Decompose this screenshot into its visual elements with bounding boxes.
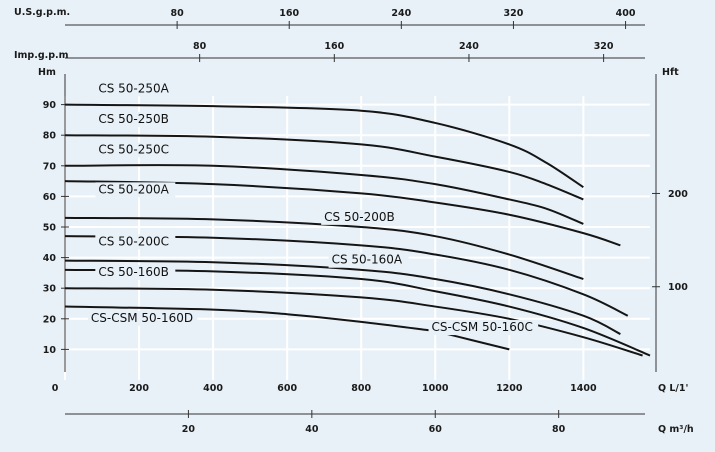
top-axis-label: Imp.g.p.m: [14, 50, 69, 61]
x-tick-label: 800: [351, 383, 371, 394]
grid: [64, 74, 650, 380]
curve-label-bg: [95, 264, 176, 280]
right-tick-label: 200: [668, 189, 688, 200]
curve-cs-csm-50-160d: [64, 305, 436, 333]
top-tick-label: 240: [459, 41, 479, 52]
y-tick-label: 50: [43, 223, 57, 234]
curve-label: CS 50-200B: [324, 210, 395, 224]
top-tick-label: 160: [324, 41, 344, 52]
curve-label-bg: [95, 182, 176, 198]
bottom-tick-label: 40: [305, 424, 319, 435]
right-tick-label: 100: [668, 282, 688, 293]
curve-cs-csm-50-160c: [64, 287, 643, 357]
bottom-tick-label: 60: [429, 424, 443, 435]
curve-labels: CS 50-250A CS 50-250B CS 50-250C CS 50-200A…: [87, 81, 539, 336]
performance-curves: [64, 103, 651, 357]
top-tick-label: 160: [279, 8, 299, 19]
right-axis-label: Hft: [662, 67, 679, 78]
curve-label-bg: [95, 234, 176, 250]
curve-label: CS 50-250B: [98, 112, 169, 126]
curve-label-bg: [87, 310, 198, 326]
top-tick-label: 80: [193, 41, 207, 52]
curve-cs-50-200c: [64, 235, 629, 317]
y-tick-label: 60: [43, 192, 57, 203]
axes: Hm 10 20 30 40 50 60 70 80 90 0 200 400 600 800 1000 120…: [14, 7, 694, 435]
curve-label-bg: [428, 320, 539, 336]
bottom-axis-label: Q m³/h: [658, 424, 694, 435]
curve-label: CS-CSM 50-160D: [91, 311, 193, 325]
curve-cs-50-200b: [64, 216, 584, 280]
x-tick-label: 0: [52, 383, 59, 394]
curve-cs-50-250b: [64, 134, 584, 201]
curve-label: CS 50-250A: [98, 81, 169, 95]
curve-cs-50-160b: [64, 268, 651, 357]
bottom-tick-label: 80: [552, 424, 566, 435]
y-tick-label: 30: [43, 284, 57, 295]
top-tick-label: 320: [594, 41, 614, 52]
curve-label-bg: [328, 252, 409, 268]
x-tick-label: 1000: [422, 383, 449, 394]
top-axis-label: U.S.g.p.m.: [14, 7, 70, 18]
y-tick-label: 40: [43, 253, 57, 264]
curve-label-bg: [95, 111, 176, 127]
curve-label: CS 50-160B: [98, 265, 169, 279]
x-tick-label: 400: [203, 383, 223, 394]
y-tick-label: 20: [43, 314, 57, 325]
top-tick-label: 240: [391, 8, 411, 19]
x-tick-label: 600: [277, 383, 297, 394]
curve-label: CS 50-160A: [332, 253, 403, 267]
curve-label: CS 50-250C: [98, 143, 169, 157]
x-tick-label: 200: [129, 383, 149, 394]
x-tick-label: 1200: [496, 383, 523, 394]
curve-cs-50-160a: [64, 259, 621, 335]
curve-label-bg: [95, 142, 176, 158]
curve-label-bg: [95, 81, 176, 97]
curve-cs-50-250c: [64, 164, 584, 225]
x-tick-label: 1400: [570, 383, 597, 394]
y-tick-label: 10: [43, 345, 57, 356]
y-tick-label: 70: [43, 161, 57, 172]
y-axis-label: Hm: [38, 67, 56, 78]
curve-label: CS 50-200A: [98, 182, 169, 196]
x-axis-label: Q L/1': [658, 383, 688, 394]
curve-cs-50-250a: [64, 103, 584, 189]
top-tick-label: 320: [504, 8, 524, 19]
y-tick-label: 80: [43, 131, 57, 142]
curve-cs-50-200a: [64, 180, 621, 247]
curve-label: CS-CSM 50-160C: [432, 320, 533, 334]
top-tick-label: 80: [170, 8, 184, 19]
curve-label: CS 50-200C: [98, 234, 169, 248]
curve-label-bg: [321, 209, 402, 225]
y-tick-label: 90: [43, 100, 57, 111]
bottom-tick-label: 20: [182, 424, 196, 435]
top-tick-label: 400: [616, 8, 636, 19]
